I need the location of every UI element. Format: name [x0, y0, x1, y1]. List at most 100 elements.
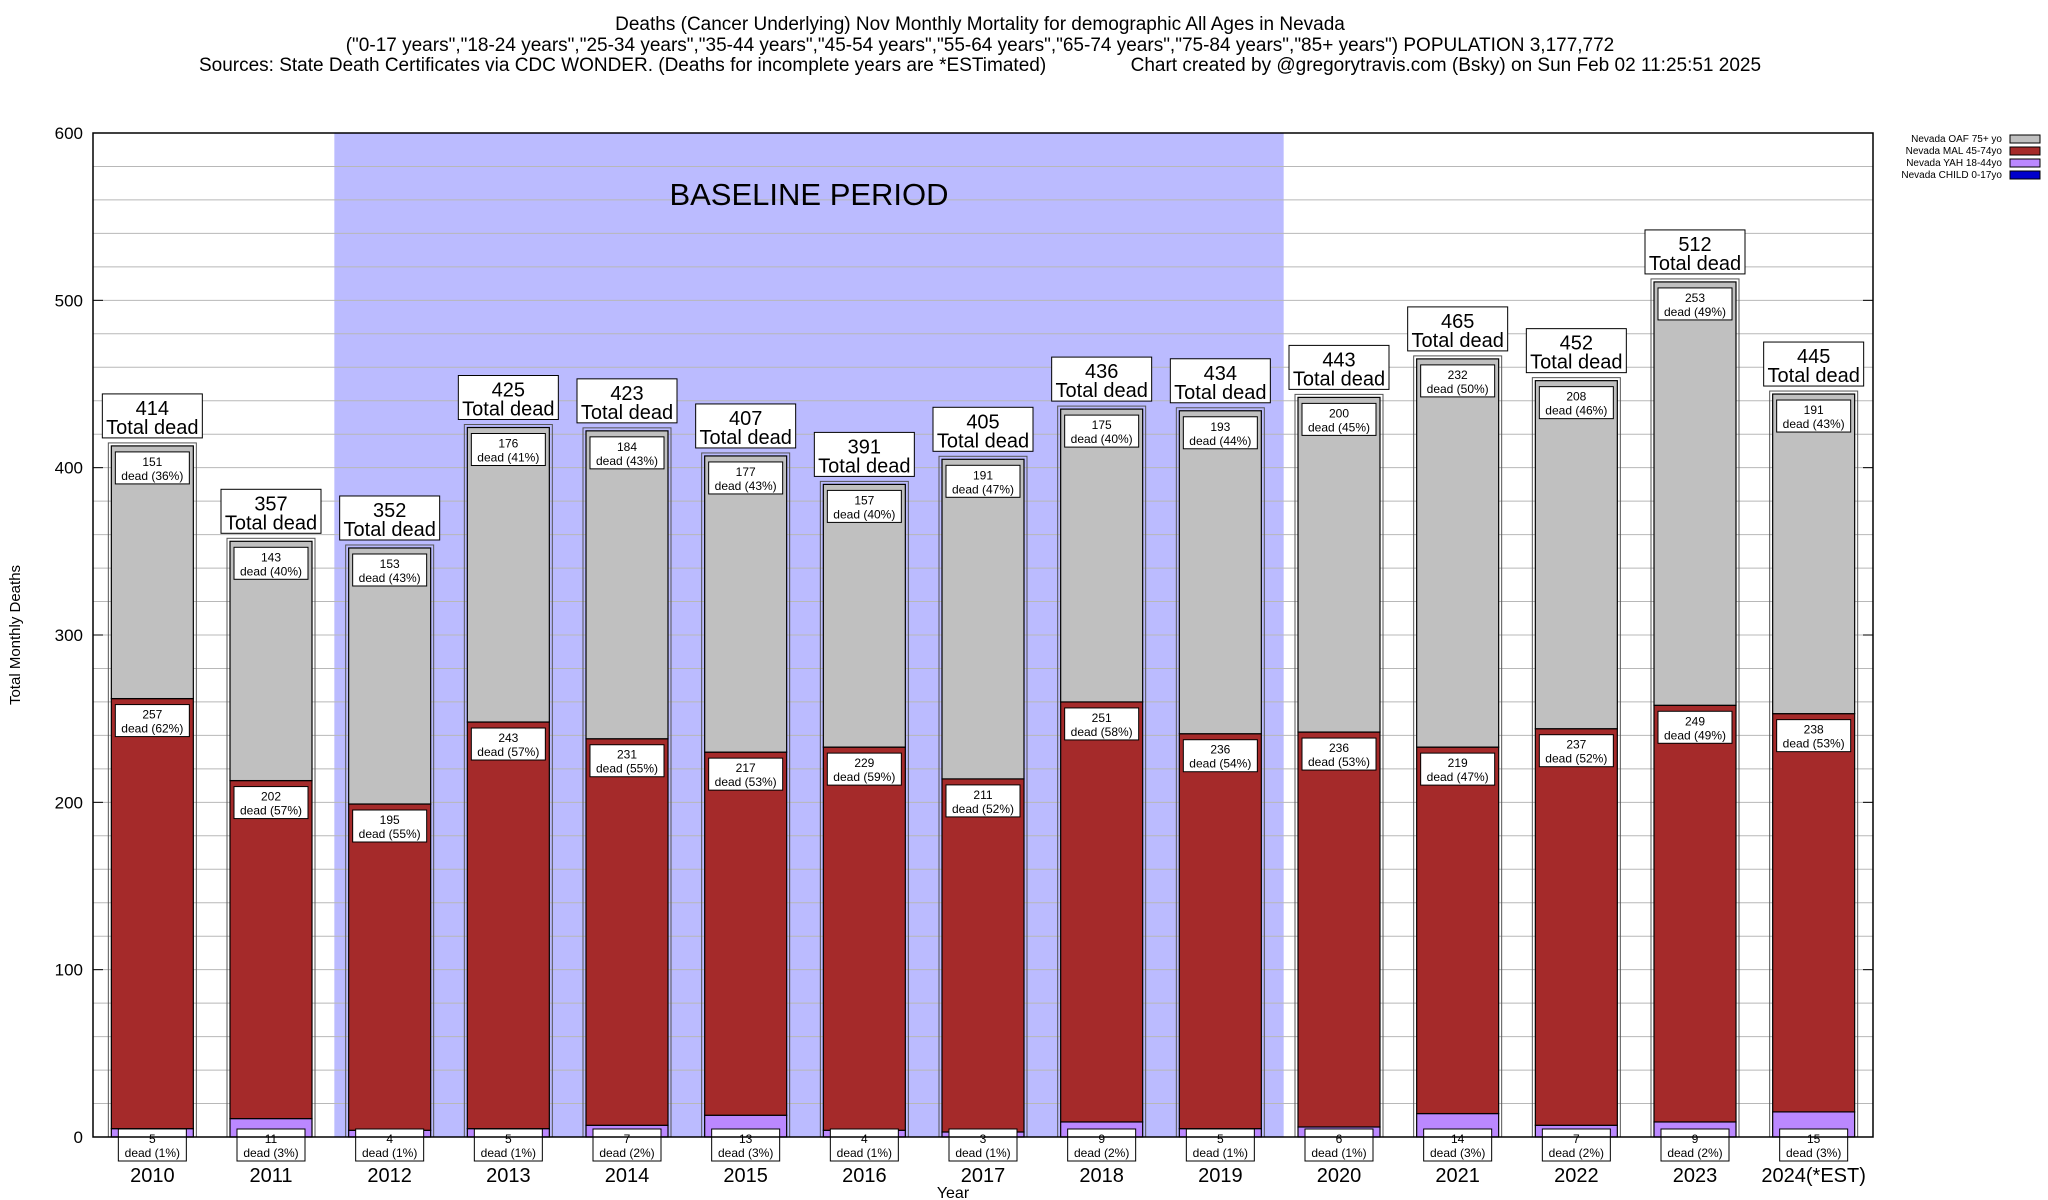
label-oaf-2016-text: dead (40%) [833, 507, 895, 521]
label-oaf-2015-value: 177 [736, 465, 756, 479]
label-mal-2015-box [708, 757, 784, 791]
label-mal-2022-box [1538, 734, 1614, 768]
x-axis-label: Year [937, 1185, 970, 1200]
total-2022-box [1525, 328, 1627, 374]
label-yah-2016-box [829, 1128, 899, 1162]
label-oaf-2019-value: 193 [1210, 420, 1230, 434]
label-mal-2016-box [826, 752, 902, 786]
legend-swatch-mal [2009, 146, 2041, 156]
label-yah-2010-box [117, 1128, 187, 1162]
label-yah-2023-box [1660, 1128, 1730, 1162]
x-tick-label-2024(*EST): 2024(*EST) [1761, 1165, 1866, 1187]
total-2023-box [1644, 229, 1746, 275]
label-oaf-2020-box [1301, 402, 1377, 436]
label-mal-2017-box [945, 784, 1021, 818]
bar-oaf-2013 [466, 426, 550, 723]
total-2013-box [457, 375, 559, 421]
label-mal-2018-box [1064, 707, 1140, 741]
label-oaf-2021-value: 232 [1448, 368, 1468, 382]
total-2012-text: Total dead [344, 519, 436, 541]
label-mal-2011-box [233, 786, 309, 820]
label-oaf-2013-value: 176 [498, 437, 518, 451]
label-oaf-2012-value: 153 [380, 557, 400, 571]
bar-mal-2023 [1653, 704, 1737, 1123]
bar-oaf-2017 [941, 458, 1025, 780]
label-oaf-2020-value: 200 [1329, 406, 1349, 420]
label-oaf-2023-text: dead (49%) [1664, 305, 1726, 319]
x-tick-label-2012: 2012 [367, 1165, 412, 1187]
label-oaf-2014-value: 184 [617, 440, 637, 454]
label-mal-2013-value: 243 [498, 731, 518, 745]
label-yah-2021-value: 14 [1451, 1132, 1465, 1146]
label-yah-2015-box [711, 1128, 781, 1162]
total-2014-text: Total dead [581, 402, 673, 424]
label-yah-2011-value: 11 [265, 1132, 278, 1146]
total-2020-text: Total dead [1293, 368, 1385, 390]
chart-title-line-3: Sources: State Death Certificates via CD… [198, 55, 1762, 76]
label-mal-2016-text: dead (59%) [833, 770, 895, 784]
label-mal-2020-text: dead (53%) [1308, 755, 1370, 769]
y-tick-label: 500 [55, 291, 83, 310]
label-yah-2024(*EST)-text: dead (3%) [1786, 1146, 1841, 1160]
label-oaf-2021-text: dead (50%) [1427, 382, 1489, 396]
label-oaf-2022-text: dead (46%) [1545, 404, 1607, 418]
label-mal-2014-box [589, 744, 665, 778]
bar-mal-2021 [1416, 746, 1500, 1115]
legend-label-oaf: Nevada OAF 75+ yo [1911, 134, 2002, 145]
label-mal-2020-box [1301, 737, 1377, 771]
total-2013-value: 425 [492, 380, 525, 402]
label-yah-2018-box [1067, 1128, 1137, 1162]
label-yah-2012-box [355, 1128, 425, 1162]
total-2019-value: 434 [1204, 363, 1237, 385]
label-mal-2013-box [470, 727, 546, 761]
total-2011-box [220, 488, 322, 534]
y-tick-label: 400 [55, 459, 83, 478]
total-2018-text: Total dead [1056, 380, 1148, 402]
label-mal-2022-text: dead (52%) [1545, 752, 1607, 766]
label-oaf-2012-box [352, 553, 428, 587]
total-2019-text: Total dead [1174, 382, 1266, 404]
baseline-period-label: BASELINE PERIOD [669, 177, 948, 212]
total-2010-value: 414 [136, 398, 169, 420]
total-2017-box [932, 406, 1034, 452]
label-yah-2014-box [592, 1128, 662, 1162]
label-mal-2019-value: 236 [1210, 743, 1230, 757]
total-2018-value: 436 [1085, 361, 1118, 383]
label-mal-2024(*EST)-text: dead (53%) [1783, 737, 1845, 751]
label-oaf-2013-box [470, 433, 546, 467]
label-yah-2013-value: 5 [505, 1132, 512, 1146]
label-yah-2017-text: dead (1%) [955, 1146, 1010, 1160]
chart-title-line-2: ("0-17 years","18-24 years","25-34 years… [345, 35, 1615, 56]
label-oaf-2024(*EST)-box [1776, 399, 1852, 433]
x-tick-label-2023: 2023 [1673, 1165, 1718, 1187]
label-mal-2022-value: 237 [1566, 738, 1586, 752]
x-tick-label-2022: 2022 [1554, 1165, 1599, 1187]
label-mal-2017-value: 211 [973, 788, 992, 802]
total-2013-text: Total dead [462, 399, 554, 421]
label-mal-2020-value: 236 [1329, 741, 1349, 755]
x-tick-label-2010: 2010 [130, 1165, 175, 1187]
plot-border [92, 132, 1874, 1138]
label-mal-2018-value: 251 [1092, 711, 1112, 725]
total-2011-value: 357 [254, 493, 287, 515]
label-oaf-2010-text: dead (36%) [121, 469, 183, 483]
label-mal-2016-value: 229 [854, 756, 874, 770]
label-yah-2018-value: 9 [1098, 1132, 1105, 1146]
label-yah-2019-box [1185, 1128, 1255, 1162]
label-yah-2011-text: dead (3%) [243, 1146, 298, 1160]
bar-mal-2017 [941, 778, 1025, 1133]
label-mal-2023-value: 249 [1685, 714, 1705, 728]
label-mal-2019-box [1182, 739, 1258, 773]
bar-mal-2014 [585, 738, 669, 1126]
total-2017-text: Total dead [937, 430, 1029, 452]
bar-oaf-2022 [1534, 380, 1618, 730]
bar-oaf-2015 [704, 455, 788, 753]
label-oaf-2011-box [233, 546, 309, 580]
label-yah-2019-text: dead (1%) [1193, 1146, 1248, 1160]
bar-mal-2012 [348, 803, 432, 1131]
label-mal-2011-text: dead (57%) [240, 804, 302, 818]
label-yah-2013-box [473, 1128, 543, 1162]
bar-mal-2013 [466, 721, 550, 1130]
bar-mal-2019 [1178, 733, 1262, 1130]
